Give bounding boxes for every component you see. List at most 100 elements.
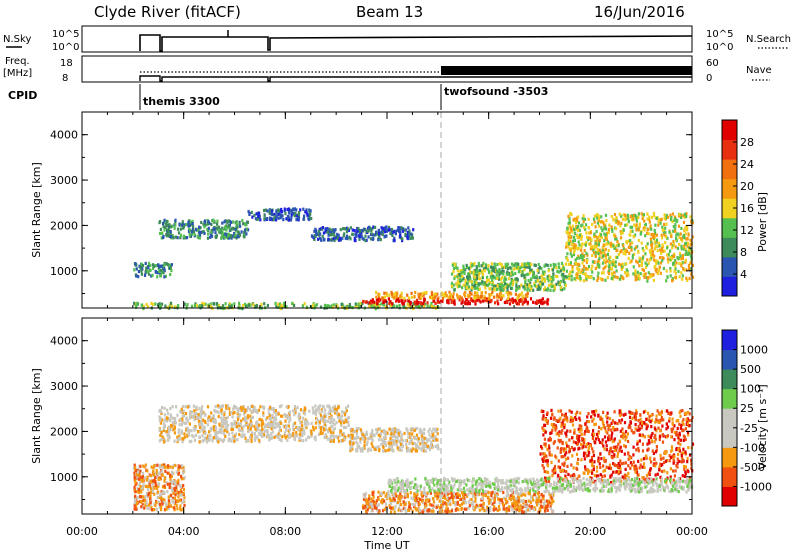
power-cell (357, 302, 360, 306)
power-cell (686, 228, 689, 232)
power-cell (651, 252, 654, 256)
power-cell (473, 286, 476, 290)
power-cell (470, 297, 473, 301)
power-cell (674, 258, 677, 263)
velocity-cell (279, 421, 282, 425)
power-cell (364, 300, 367, 304)
power-cell (150, 274, 153, 278)
velocity-cell (549, 501, 552, 505)
power-cell (434, 295, 437, 299)
velocity-cell (472, 500, 475, 504)
power-cell (474, 273, 477, 277)
velocity-cell (411, 502, 414, 506)
power-cell (491, 290, 494, 294)
velocity-cell (511, 508, 514, 512)
velocity-cell (182, 409, 185, 413)
power-cell (470, 288, 473, 292)
power-cell (201, 304, 204, 308)
power-cell (314, 304, 317, 308)
power-cell (188, 227, 191, 231)
power-cell (663, 249, 666, 253)
velocity-cell (431, 436, 434, 440)
velocity-cell (180, 477, 183, 481)
velocity-cell (397, 497, 400, 501)
velocity-cell (158, 500, 161, 504)
power-cell (476, 291, 479, 295)
power-cell (670, 217, 673, 221)
velocity-cell (202, 425, 205, 429)
power-cell (368, 301, 371, 305)
velocity-cell (325, 427, 328, 432)
power-cell (349, 226, 352, 230)
velocity-cell (524, 500, 527, 504)
velocity-cell (368, 494, 371, 498)
velocity-cell (166, 482, 169, 486)
power-cell (546, 301, 549, 305)
velocity-cell (375, 499, 378, 503)
velocity-cell (427, 498, 430, 502)
power-cell (224, 225, 227, 229)
power-cell (582, 254, 585, 258)
velocity-cell (298, 427, 301, 431)
power-cell (587, 238, 590, 242)
velocity-cell (369, 432, 372, 436)
velocity-cell (438, 494, 441, 498)
velocity-cell (488, 501, 491, 505)
velocity-cell (231, 436, 234, 440)
power-cell (245, 232, 248, 236)
velocity-cell (519, 499, 523, 503)
velocity-cell (277, 432, 280, 436)
power-cell (195, 303, 198, 307)
velocity-cell (170, 486, 173, 490)
velocity-cell (181, 431, 184, 435)
nsky-label: N.Sky (3, 34, 31, 45)
power-cell (292, 207, 295, 212)
velocity-cell (427, 429, 430, 433)
power-cell (332, 229, 335, 233)
power-cell (684, 260, 687, 264)
velocity-cell (354, 436, 357, 440)
velocity-cell (139, 469, 142, 473)
power-cell (685, 214, 688, 219)
velocity-cell (201, 411, 204, 415)
velocity-cell (272, 426, 275, 430)
velocity-cell (137, 488, 140, 492)
power-cell (655, 270, 658, 274)
power-cell (381, 232, 384, 236)
power-cell (209, 235, 212, 239)
velocity-cell (178, 499, 181, 503)
power-cell (639, 272, 642, 276)
velocity-cell (296, 427, 299, 431)
velocity-cell (432, 504, 435, 508)
power-cell (652, 232, 656, 237)
velocity-cell (418, 430, 421, 434)
power-cell (629, 214, 632, 219)
velocity-cell (521, 506, 524, 510)
power-cell (569, 261, 572, 265)
velocity-cell (408, 449, 411, 453)
power-cell (641, 256, 644, 260)
power-cell (224, 232, 227, 236)
power-cell (684, 242, 687, 246)
power-cell (624, 213, 627, 217)
power-cell (636, 270, 639, 274)
velocity-cell (317, 407, 321, 411)
velocity-cell (465, 507, 468, 511)
velocity-cell (136, 496, 139, 500)
power-cell (391, 305, 394, 309)
power-cell (484, 291, 487, 295)
power-cell (358, 304, 362, 308)
power-cell (358, 233, 361, 237)
velocity-cell (150, 499, 153, 503)
power-cell (473, 296, 476, 300)
velocity-cell (362, 493, 365, 497)
power-cell (674, 245, 677, 249)
power-cell (401, 299, 404, 303)
power-cell (147, 305, 150, 309)
power-cell (515, 288, 518, 292)
power-cell (326, 228, 329, 232)
velocity-cell (159, 493, 162, 498)
power-cell (475, 270, 478, 274)
velocity-cell (182, 466, 185, 470)
